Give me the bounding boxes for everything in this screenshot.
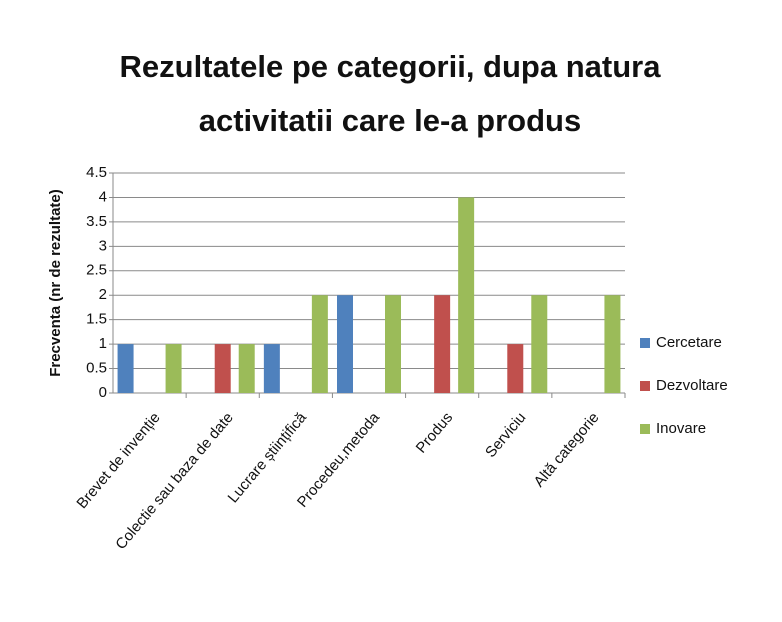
x-tick-label: Colectie sau baza de date [112, 409, 237, 553]
y-tick-label: 4.5 [86, 164, 107, 181]
x-tick-label: Produs [413, 409, 457, 456]
y-tick-label: 2 [99, 286, 107, 303]
y-axis-label: Frecventa (nr de rezultate) [47, 189, 64, 377]
legend-swatch [640, 424, 650, 434]
legend-label: Dezvoltare [656, 377, 728, 394]
bar [434, 295, 451, 393]
legend-label: Inovare [656, 420, 706, 437]
y-tick-label: 1.5 [86, 311, 107, 328]
x-tick-label: Lucrare științifică [225, 409, 311, 507]
legend-swatch [640, 381, 650, 391]
bar [507, 344, 524, 393]
y-tick-label: 2.5 [86, 262, 107, 279]
bar [337, 295, 353, 393]
bar [165, 344, 182, 393]
legend-label: Cercetare [656, 334, 722, 351]
chart-title: Rezultatele pe categorii, dupa natura ac… [119, 49, 661, 138]
x-tick-label: Serviciu [482, 409, 529, 461]
bar [604, 295, 621, 393]
bar [531, 295, 548, 393]
bar [458, 197, 475, 393]
y-tick-label: 4 [99, 188, 107, 205]
bar [263, 344, 280, 393]
x-tick-label: Procedeu,metoda [294, 409, 384, 511]
y-tick-label: 0 [99, 384, 107, 401]
bar [117, 344, 134, 393]
y-tick-label: 0.5 [86, 360, 107, 377]
x-tick-label: Altă categorie [531, 409, 603, 490]
y-tick-label: 3.5 [86, 213, 107, 230]
bar [238, 344, 255, 393]
y-tick-label: 1 [99, 335, 107, 352]
y-tick-label: 3 [99, 237, 107, 254]
bar [311, 295, 328, 393]
bar [385, 295, 401, 393]
bar [214, 344, 231, 393]
legend-swatch [640, 338, 650, 348]
